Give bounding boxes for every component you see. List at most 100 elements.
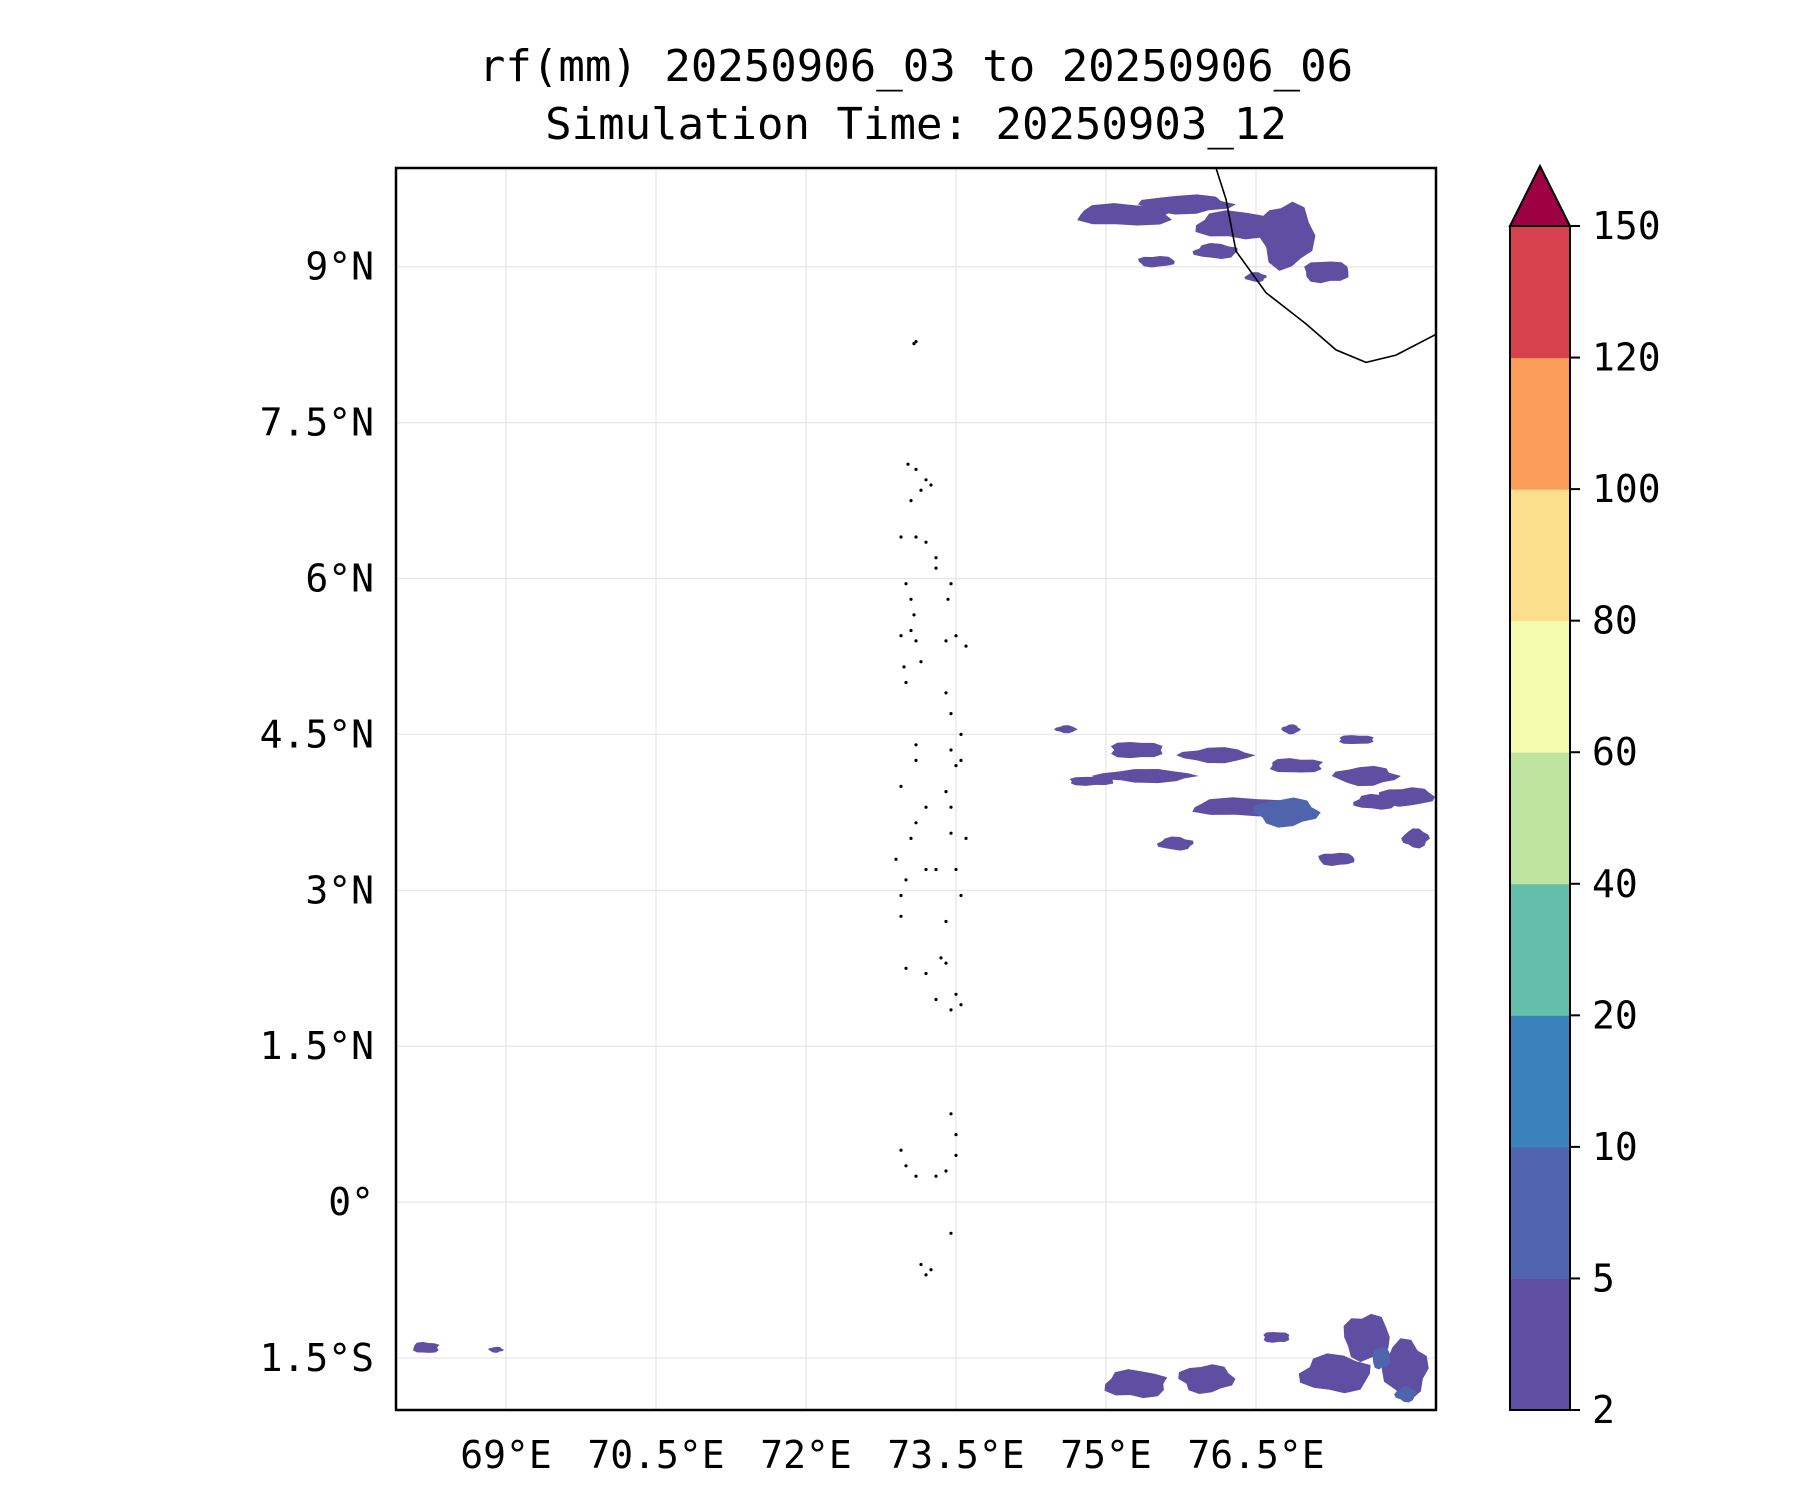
atoll-island xyxy=(924,805,928,809)
atoll-island xyxy=(912,342,916,346)
atoll-island xyxy=(906,462,910,466)
rain-contour xyxy=(1054,725,1078,734)
atoll-island xyxy=(909,597,913,601)
atoll-island xyxy=(894,857,898,861)
colorbar-tick-label: 80 xyxy=(1592,599,1638,643)
x-tick-label: 70.5°E xyxy=(587,1433,724,1477)
atoll-island xyxy=(914,467,918,471)
y-tick-label: 0° xyxy=(328,1180,374,1224)
rain-contour xyxy=(1138,256,1175,268)
colorbar-segment xyxy=(1510,752,1570,885)
colorbar-tick-label: 60 xyxy=(1592,730,1638,774)
atoll-island xyxy=(949,831,953,835)
atoll-island xyxy=(919,660,923,664)
plot-frame xyxy=(394,166,1438,1412)
atoll-island xyxy=(904,1164,908,1168)
atoll-island xyxy=(899,914,903,918)
atoll-island xyxy=(912,613,916,617)
atoll-island xyxy=(929,483,933,487)
atoll-island xyxy=(959,1003,963,1007)
atoll-island xyxy=(924,540,928,544)
rain-contour xyxy=(1137,194,1236,215)
atoll-island xyxy=(949,712,953,716)
atoll-island xyxy=(919,1262,923,1267)
colorbar-tick-label: 40 xyxy=(1592,862,1638,906)
y-tick-label: 1.5°N xyxy=(260,1024,374,1068)
atoll-island xyxy=(964,836,968,841)
colorbar-extend-arrow xyxy=(1508,163,1572,227)
rain-contour xyxy=(1110,742,1163,759)
title-line-2: Simulation Time: 20250903_12 xyxy=(545,99,1287,150)
atoll-island xyxy=(954,867,958,872)
rain-contour xyxy=(1258,201,1316,271)
colorbar-segment xyxy=(1510,1146,1570,1279)
atoll-island xyxy=(934,1174,938,1178)
atoll-island xyxy=(929,1268,933,1272)
colorbar-segment xyxy=(1510,620,1570,753)
atoll-island xyxy=(914,821,918,825)
rain-contour xyxy=(412,1341,440,1353)
atoll-island xyxy=(924,867,928,872)
rain-contour xyxy=(1381,1338,1429,1399)
plot-background xyxy=(396,168,1436,1410)
colorbar-segment xyxy=(1510,1278,1570,1411)
atoll-island xyxy=(914,758,918,763)
atoll-island xyxy=(939,956,943,960)
atoll-island xyxy=(914,340,918,344)
atoll-island xyxy=(949,748,953,752)
atoll-island xyxy=(954,1153,958,1157)
rain-contour xyxy=(1091,769,1199,784)
atoll-island xyxy=(964,644,968,648)
atoll-island xyxy=(904,966,908,970)
rain-contour xyxy=(1394,1386,1418,1403)
rain-contour xyxy=(1331,765,1401,787)
rainfall-contours xyxy=(412,194,1435,1403)
rain-contour xyxy=(1318,852,1355,866)
atoll-island xyxy=(949,1112,953,1116)
colorbar-frame xyxy=(1509,225,1571,1411)
coastline-layer xyxy=(894,168,1436,1277)
atoll-island xyxy=(914,535,918,539)
atoll-island xyxy=(959,732,963,737)
x-tick-label: 75°E xyxy=(1060,1433,1152,1477)
y-tick-label: 6°N xyxy=(305,557,374,601)
atoll-island xyxy=(902,665,906,669)
atoll-island xyxy=(944,639,948,643)
colorbar-tick-label: 100 xyxy=(1592,467,1661,511)
atoll-island xyxy=(934,556,938,560)
atoll-island xyxy=(924,971,928,976)
atoll-island xyxy=(944,919,948,924)
rain-contour xyxy=(1269,758,1323,773)
rain-contour xyxy=(1379,787,1435,807)
colorbar-segment xyxy=(1510,883,1570,1016)
colorbar-segment xyxy=(1510,489,1570,622)
rain-contour xyxy=(1263,1332,1290,1343)
gridlines xyxy=(396,168,1436,1410)
colorbar-tick-label: 20 xyxy=(1592,993,1638,1037)
atoll-island xyxy=(909,836,913,841)
colorbar-tick-label: 5 xyxy=(1592,1256,1615,1300)
y-tick-label: 4.5°N xyxy=(260,712,374,756)
rain-contour xyxy=(1281,724,1301,735)
y-axis-ticks: 9°N 7.5°N 6°N 4.5°N 3°N 1.5°N 0° 1.5°S xyxy=(260,245,374,1380)
x-tick-label: 76.5°E xyxy=(1187,1433,1324,1477)
rain-contour xyxy=(1192,243,1238,259)
colorbar-segment xyxy=(1510,1015,1570,1148)
atoll-island xyxy=(949,1008,953,1012)
colorbar-tick-label: 2 xyxy=(1592,1388,1615,1432)
rain-contour xyxy=(1252,797,1321,828)
atoll-island xyxy=(944,790,948,794)
y-tick-label: 1.5°S xyxy=(260,1336,374,1380)
rain-contour xyxy=(1304,261,1349,284)
india-coastline xyxy=(1215,168,1436,364)
y-tick-label: 9°N xyxy=(305,245,374,289)
atoll-island xyxy=(959,893,963,898)
atoll-island xyxy=(904,878,908,882)
atoll-island xyxy=(904,680,908,685)
atoll-island xyxy=(934,566,938,570)
atoll-island xyxy=(946,597,950,601)
rain-contour xyxy=(1372,1347,1390,1370)
atoll-island xyxy=(909,499,913,503)
atoll-island xyxy=(944,691,948,695)
